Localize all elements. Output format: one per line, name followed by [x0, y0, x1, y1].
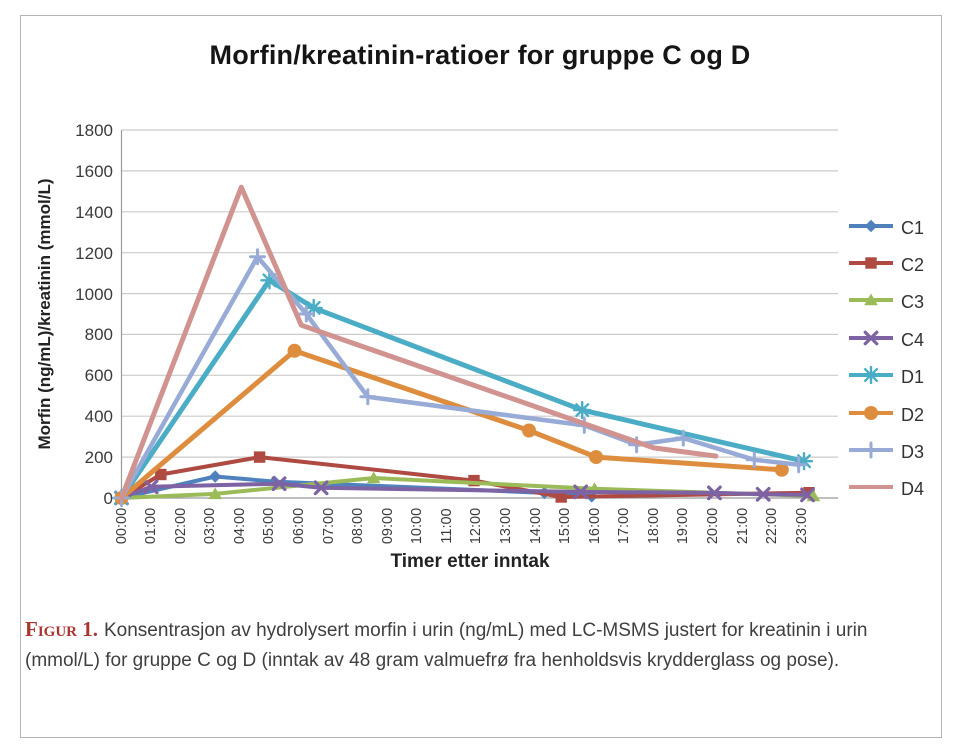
y-axis-title: Morfin (ng/mL)/kreatinin (mmol/L): [35, 178, 54, 450]
legend-label: C3: [901, 292, 925, 313]
x-tick-label: 18:00: [645, 507, 662, 545]
x-tick-label: 09:00: [379, 507, 396, 545]
legend-label: C2: [901, 254, 925, 275]
x-tick-label: 14:00: [527, 507, 544, 545]
legend-marker-square-icon: [848, 254, 894, 277]
x-tick-label: 07:00: [320, 507, 337, 545]
legend-label: D3: [901, 441, 925, 462]
x-tick-label: 08:00: [350, 507, 367, 545]
legend-item-c2: C2: [848, 253, 924, 277]
x-tick-label: 17:00: [616, 507, 633, 545]
x-tick-label: 22:00: [764, 507, 780, 545]
x-tick-label: 12:00: [468, 507, 485, 545]
legend-marker-asterisk-icon: [848, 365, 894, 389]
y-tick-label: 1400: [75, 202, 113, 222]
x-tick-label: 19:00: [675, 507, 692, 545]
x-tick-label: 04:00: [231, 507, 248, 545]
x-tick-label: 23:00: [793, 507, 810, 545]
y-tick-label: 1200: [75, 243, 113, 263]
x-axis-title: Timer etter inntak: [390, 551, 550, 572]
legend-label: C4: [901, 329, 925, 350]
y-tick-label: 0: [103, 489, 113, 508]
legend-label: C1: [901, 217, 925, 238]
x-tick-label: 01:00: [143, 507, 160, 545]
legend-marker-x-icon: [848, 329, 894, 352]
x-tick-label: 05:00: [261, 507, 278, 545]
legend-marker-triangle-icon: [848, 291, 894, 314]
y-tick-label: 200: [84, 448, 113, 468]
legend-label: D1: [901, 367, 925, 388]
legend-item-d3: D3: [848, 440, 924, 464]
legend-marker-none-icon: [848, 478, 894, 501]
caption-label: Figur 1.: [25, 617, 98, 641]
caption-text: Konsentrasjon av hydrolysert morfin i ur…: [25, 620, 868, 671]
x-tick-label: 03:00: [202, 507, 219, 545]
y-tick-label: 800: [84, 325, 113, 345]
legend-item-c4: C4: [848, 328, 924, 352]
legend-marker-plus-icon: [848, 441, 894, 464]
x-tick-label: 10:00: [409, 507, 426, 545]
y-tick-label: 400: [84, 407, 113, 427]
legend-item-d2: D2: [848, 403, 924, 427]
legend-marker-circle-icon: [848, 404, 894, 427]
x-tick-label: 21:00: [734, 507, 751, 545]
x-tick-label: 15:00: [557, 507, 573, 545]
x-tick-label: 00:00: [113, 507, 130, 545]
legend-item-c3: C3: [848, 291, 924, 315]
chart-title: Morfin/kreatinin-ratioer for gruppe C og…: [209, 40, 751, 70]
y-tick-label: 600: [84, 366, 113, 386]
figure-caption: Figur 1. Konsentrasjon av hydrolysert mor…: [25, 614, 933, 676]
x-tick-label: 06:00: [290, 507, 307, 545]
y-tick-label: 1000: [75, 284, 113, 304]
x-tick-label: 02:00: [172, 507, 189, 545]
x-tick-label: 13:00: [497, 507, 514, 545]
legend-marker-diamond-icon: [848, 217, 894, 240]
y-tick-label: 1600: [75, 161, 113, 181]
legend-label: D2: [901, 404, 925, 425]
figure-border: [20, 15, 942, 738]
legend-item-c1: C1: [848, 216, 924, 240]
y-tick-label: 1800: [75, 121, 113, 140]
legend-item-d4: D4: [848, 478, 924, 502]
x-tick-label: 16:00: [586, 507, 603, 545]
x-tick-label: 20:00: [704, 507, 721, 545]
x-tick-label: 11:00: [438, 508, 455, 544]
legend-label: D4: [901, 479, 925, 500]
legend-item-d1: D1: [848, 365, 925, 390]
